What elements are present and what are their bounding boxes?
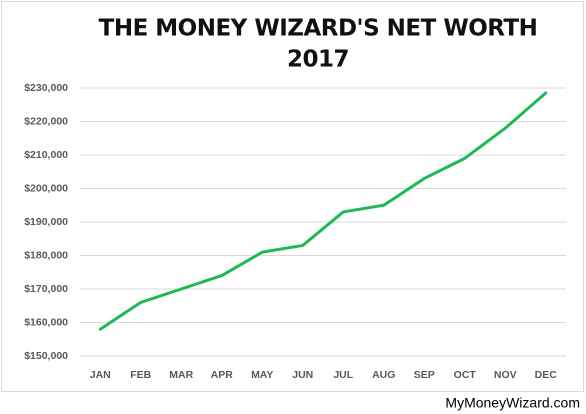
x-tick-label: OCT bbox=[454, 369, 477, 381]
line-series bbox=[98, 91, 548, 331]
x-tick-label: DEC bbox=[535, 369, 558, 381]
y-tick-label: $180,000 bbox=[24, 249, 68, 261]
y-tick-label: $190,000 bbox=[24, 216, 68, 228]
chart-subtitle: 2017 bbox=[287, 47, 349, 73]
x-tick-label: NOV bbox=[494, 369, 517, 381]
y-tick-label: $160,000 bbox=[24, 316, 68, 328]
x-tick-label: JAN bbox=[90, 369, 111, 381]
x-tick-label: FEB bbox=[130, 369, 151, 381]
chart-title: THE MONEY WIZARD'S NET WORTH bbox=[99, 16, 538, 42]
y-tick-label: $230,000 bbox=[24, 82, 68, 94]
x-tick-label: SEP bbox=[414, 369, 435, 381]
y-tick-label: $210,000 bbox=[24, 149, 68, 161]
x-tick-label: APR bbox=[211, 369, 234, 381]
watermark: MyMoneyWizard.com bbox=[445, 395, 580, 411]
y-tick-label: $200,000 bbox=[24, 182, 68, 194]
y-tick-label: $150,000 bbox=[24, 350, 68, 362]
x-tick-label: MAY bbox=[251, 369, 273, 381]
y-tick-label: $170,000 bbox=[24, 283, 68, 295]
x-tick-label: MAR bbox=[169, 369, 193, 381]
x-tick-label: AUG bbox=[372, 369, 395, 381]
chart-frame bbox=[1, 1, 584, 392]
x-tick-label: JUL bbox=[333, 369, 353, 381]
y-tick-label: $220,000 bbox=[24, 115, 68, 127]
x-tick-label: JUN bbox=[292, 369, 313, 381]
